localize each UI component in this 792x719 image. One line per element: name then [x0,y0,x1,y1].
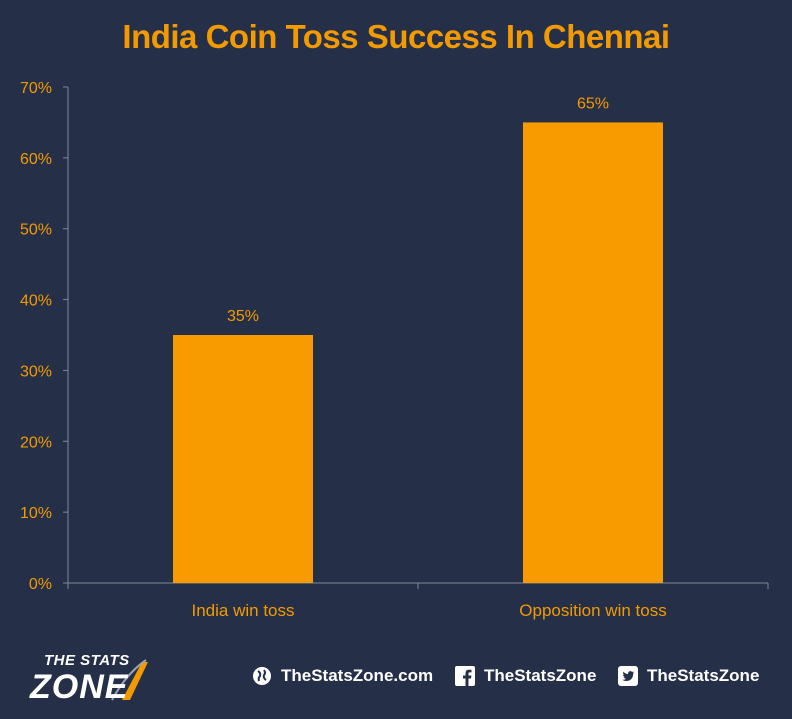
x-tick-label: India win toss [192,601,295,620]
x-tick-label: Opposition win toss [519,601,666,620]
chart-labels: 35% India win toss 65% Opposition win toss [192,95,667,620]
chart-title: India Coin Toss Success In Chennai [122,18,670,55]
y-tick-label: 40% [20,293,52,310]
globe-icon [252,666,272,686]
facebook-icon [455,666,475,686]
bar [523,122,663,583]
footer: THE STATS ZONE TheStatsZone.com TheStats… [0,642,792,712]
y-tick-label: 70% [20,80,52,97]
data-label: 35% [227,308,259,325]
twitter-text: TheStatsZone [647,666,760,685]
stats-zone-logo: THE STATS ZONE [30,648,170,708]
logo-swoosh-icon [111,659,148,701]
bar [173,335,313,583]
y-tick-label: 60% [20,151,52,168]
data-label: 65% [577,95,609,112]
y-tick-label: 10% [20,505,52,522]
y-tick-label: 20% [20,434,52,451]
facebook-link[interactable]: TheStatsZone [455,666,596,686]
y-tick-label: 0% [29,576,52,593]
chart-axes: 0% 10% 20% 30% 40% 50% 60% 70% [20,80,769,593]
logo-text-bottom: ZONE [30,668,129,706]
website-link[interactable]: TheStatsZone.com [252,666,433,686]
y-tick-label: 50% [20,222,52,239]
twitter-link[interactable]: TheStatsZone [618,666,759,686]
logo-text-top: THE STATS [44,652,130,669]
y-tick-label: 30% [20,363,52,380]
twitter-icon [618,666,638,686]
bar-chart: 0% 10% 20% 30% 40% 50% 60% 70% 35% India win tos… [20,80,769,620]
website-text: TheStatsZone.com [281,666,434,685]
chart-bars [173,122,663,583]
facebook-text: TheStatsZone [484,666,597,685]
